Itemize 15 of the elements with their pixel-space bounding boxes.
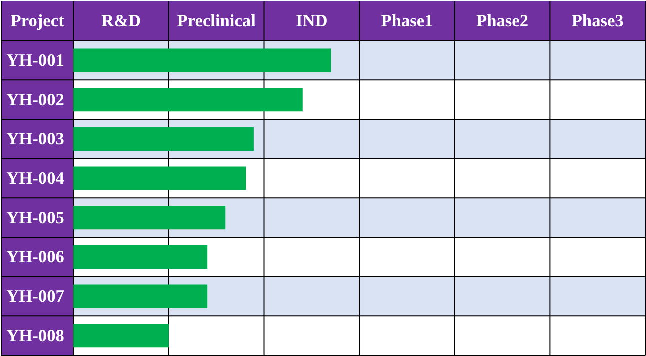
text: Phase2 [476,12,529,31]
annotation: R&D [102,12,142,31]
y-tick-label: YH-004 [6,169,65,188]
y-axis-title: Project [10,12,65,31]
y-tick-label: YH-007 [6,287,65,306]
y-tick-label: YH-003 [6,130,65,149]
y-tick-label: YH-005 [6,208,65,228]
text: Phase1 [381,12,434,31]
annotation: Preclinical [177,12,256,31]
y-tick-label: YH-006 [6,248,65,267]
annotation: IND [296,12,328,31]
y-tick-label: YH-002 [6,90,64,110]
y-tick-label: YH-008 [6,326,65,346]
text: Phase3 [572,12,624,31]
y-tick-label: YH-001 [6,51,64,70]
